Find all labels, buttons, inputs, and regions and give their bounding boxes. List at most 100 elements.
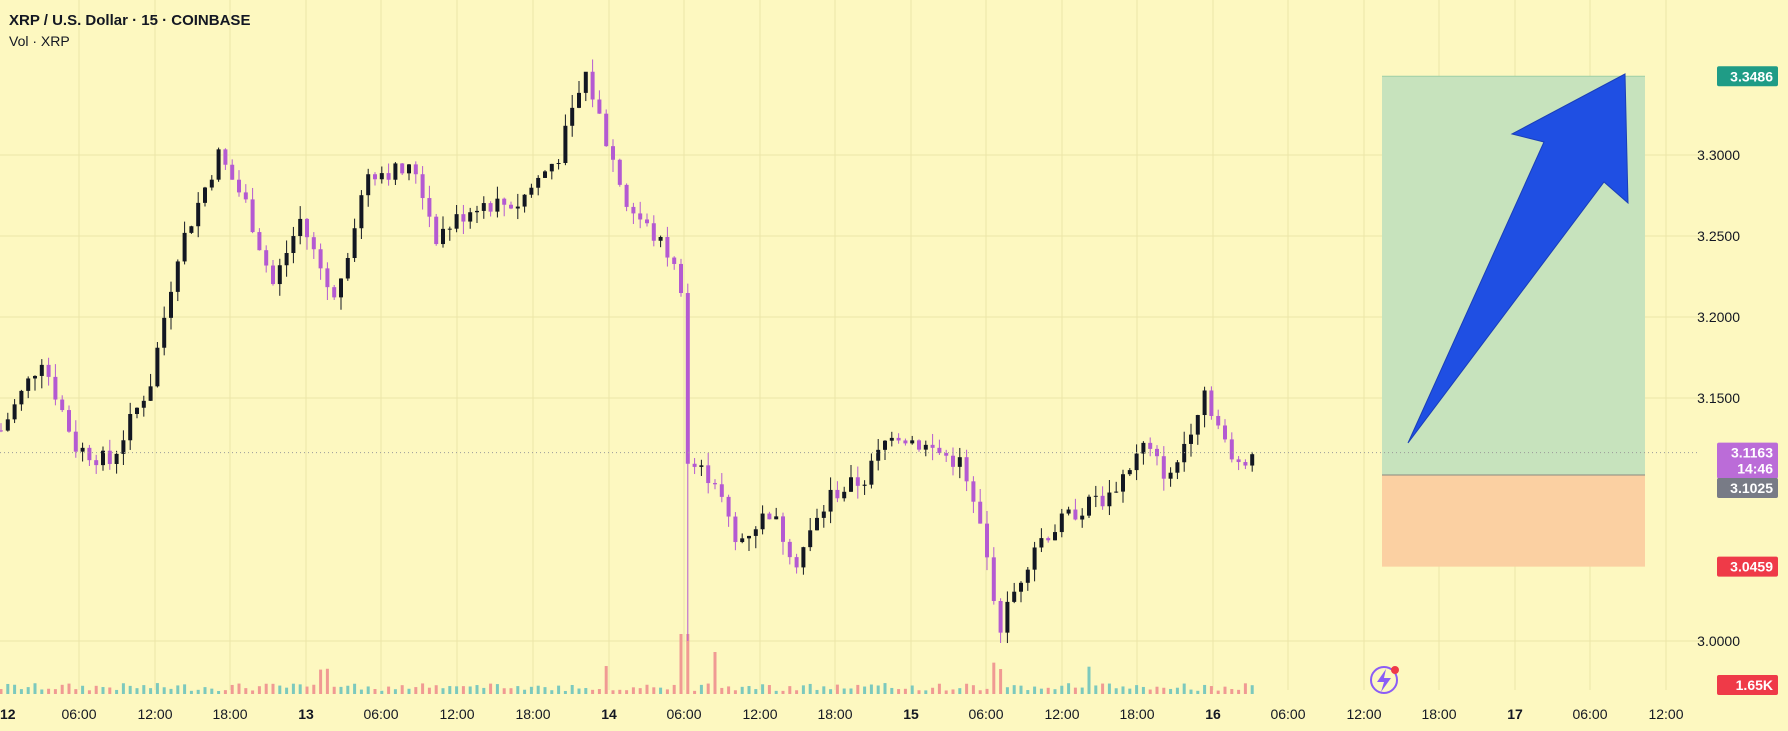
volume-legend[interactable]: Vol · XRP (9, 33, 70, 49)
candle-body (441, 228, 445, 245)
volume-bar (264, 683, 268, 694)
volume-bar (1128, 688, 1132, 694)
candle-body (420, 174, 425, 199)
candle-body (182, 232, 187, 262)
time-tick-label: 12 (0, 706, 16, 722)
candle-body (359, 195, 364, 229)
candle-body (747, 535, 751, 539)
volume-bar (869, 684, 873, 694)
candle-body (522, 194, 527, 207)
candle-body (1032, 547, 1037, 570)
time-tick-label: 13 (298, 706, 314, 722)
candle-body (842, 491, 847, 499)
up-arrow-drawing[interactable] (1407, 73, 1629, 444)
candle-body (808, 530, 813, 548)
volume-bar (638, 688, 642, 694)
svg-text:3.1163: 3.1163 (1731, 445, 1773, 461)
time-tick-label: 18:00 (817, 706, 852, 722)
candle-body (1039, 538, 1044, 548)
volume-bar (1182, 683, 1186, 694)
candle-body (713, 483, 717, 485)
candle-body (257, 232, 262, 251)
volume-bar (890, 687, 894, 694)
volume-bar (87, 690, 91, 694)
volume-bar (223, 690, 227, 694)
symbol-title[interactable]: XRP / U.S. Dollar · 15 · COINBASE (9, 12, 251, 29)
volume-bar (781, 690, 785, 694)
candle-body (155, 347, 160, 387)
candle-body (223, 149, 228, 165)
volume-bar (536, 685, 540, 694)
volume-bar (733, 690, 737, 694)
candle-body (33, 375, 37, 379)
candle-body (475, 210, 479, 213)
volume-bar (1169, 688, 1173, 694)
volume-bar (155, 683, 159, 694)
candle-body (162, 317, 167, 348)
candle-body (73, 431, 78, 452)
candle-body (495, 198, 500, 212)
candle-body (196, 202, 201, 227)
volume-bar (162, 687, 166, 694)
candle-body (502, 198, 507, 205)
volume-bar (563, 690, 567, 694)
candle-body (1189, 434, 1193, 444)
candle-body (1250, 454, 1255, 466)
candle-body (855, 477, 860, 486)
svg-text:1.65K: 1.65K (1736, 677, 1773, 693)
candle-body (617, 159, 622, 185)
candle-body (985, 523, 989, 558)
volume-bar (631, 687, 635, 694)
candle-body (1100, 495, 1105, 507)
loss-zone[interactable] (1382, 474, 1645, 567)
volume-bar (699, 684, 703, 694)
time-axis[interactable]: 12 06:00 12:00 18:00 13 06:00 12:00 18:00 14 06:0… (0, 706, 1684, 722)
volume-bar (482, 687, 486, 694)
volume-bar (319, 669, 323, 694)
volume-bar (217, 690, 221, 694)
volume-bar (325, 668, 329, 694)
volume-bar (414, 687, 418, 694)
legend[interactable]: XRP / U.S. Dollar · 15 · COINBASE Vol · … (9, 10, 250, 52)
volume-bar (937, 683, 941, 694)
volume-bar (944, 690, 948, 694)
candle-body (0, 430, 3, 432)
volume-bar (380, 690, 384, 694)
volume-bar (1175, 687, 1179, 694)
volume-bar (305, 686, 309, 694)
volume-bar (883, 683, 887, 694)
volume-bar (60, 684, 64, 694)
time-tick-label: 17 (1507, 706, 1523, 722)
volume-bar (26, 687, 30, 694)
volume-bar (47, 688, 51, 694)
overlay (0, 73, 1700, 694)
candle-body (114, 453, 119, 464)
candle-body (563, 125, 568, 164)
candle-body (515, 206, 520, 209)
candle-body (794, 557, 799, 568)
volume-bar (1141, 686, 1145, 694)
candle-body (216, 149, 221, 180)
candle-body (1025, 569, 1030, 583)
volume-bar (169, 688, 173, 694)
volume-bar (693, 690, 697, 694)
time-tick-label: 15 (903, 706, 919, 722)
volume-bar (183, 684, 187, 694)
candle-body (1107, 492, 1112, 507)
candle-body (577, 92, 581, 108)
candle-body (937, 447, 942, 454)
volume-bar (679, 634, 683, 694)
candle-body (209, 179, 214, 188)
volume-bar (1196, 690, 1200, 694)
price-axis[interactable]: 3.3000 3.2500 3.2000 3.1500 3.0000 (1697, 147, 1740, 649)
candle-body (883, 440, 887, 450)
candle-body (373, 174, 377, 180)
volume-bar (19, 689, 23, 694)
volume-bar (1230, 689, 1234, 694)
volume-bar (400, 685, 404, 694)
lightning-icon[interactable] (1370, 666, 1399, 694)
volume-bar (1046, 687, 1050, 694)
candle-body (1080, 515, 1085, 520)
